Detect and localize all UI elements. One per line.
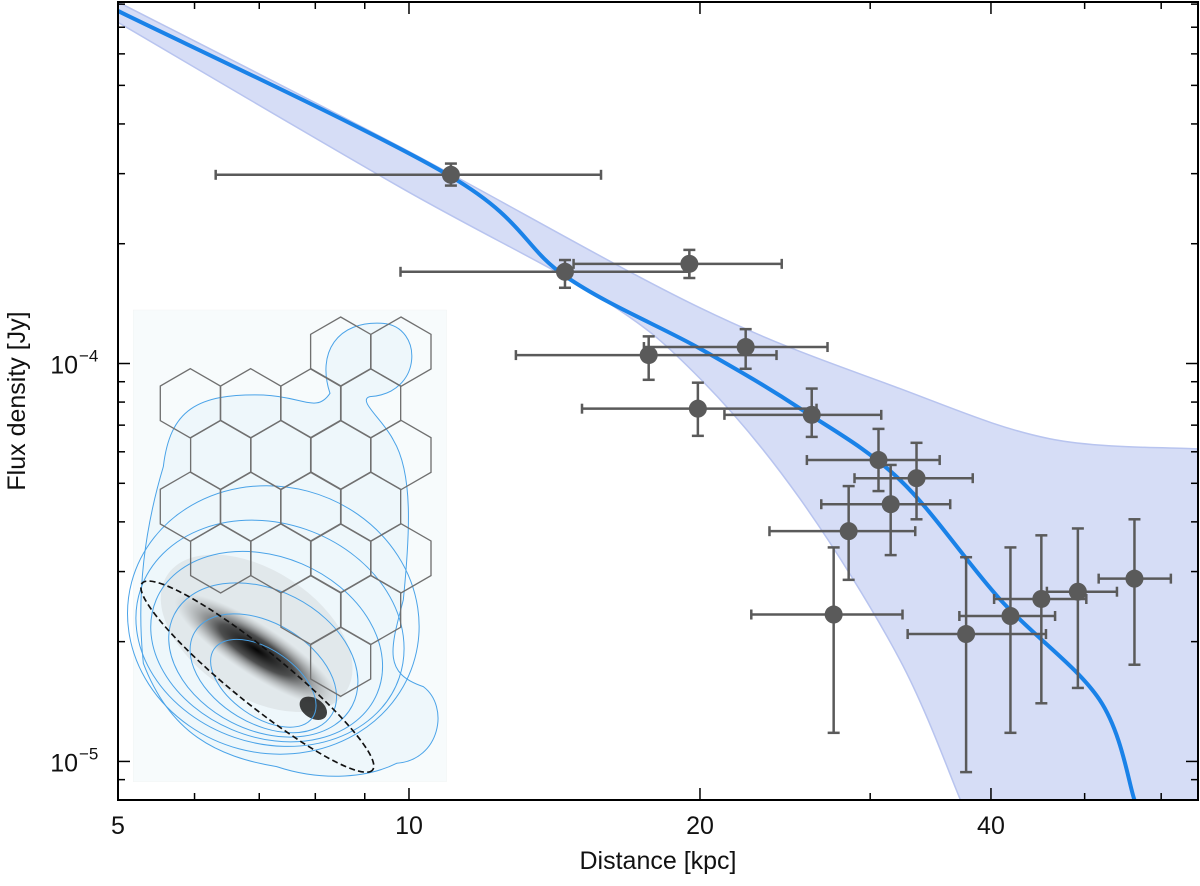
data-marker (1001, 606, 1020, 625)
plot-frame (117, 1, 1199, 801)
data-marker (907, 469, 926, 488)
galaxy-companion (299, 696, 328, 720)
data-point (750, 546, 904, 735)
band-lower-edge (118, 21, 962, 800)
uncertainty-band-layer (118, 2, 1198, 800)
data-point (768, 484, 917, 582)
x-tick-label: 20 (686, 812, 714, 840)
data-point (992, 534, 1088, 705)
axis-ticks (117, 2, 1198, 800)
x-axis-label: Distance [kpc] (579, 847, 736, 875)
contour-line (189, 613, 338, 734)
contour-line (150, 550, 384, 743)
data-point (214, 162, 603, 187)
data-point (853, 441, 974, 521)
dashed-ellipse (140, 580, 375, 774)
data-point (906, 555, 1048, 774)
hex-cell (309, 626, 372, 698)
data-marker (680, 254, 699, 273)
data-marker (1068, 582, 1087, 601)
data-point (642, 327, 829, 371)
data-marker (957, 625, 976, 644)
data-point (1097, 518, 1173, 666)
uncertainty-band (118, 2, 1198, 800)
data-point (820, 463, 952, 557)
y-tick-label-base: 10 (50, 352, 78, 380)
data-marker (441, 165, 460, 184)
data-point (514, 335, 778, 382)
y-axis-label: Flux density [Jy] (3, 311, 31, 490)
contour-line (168, 582, 359, 738)
contour-line (127, 485, 420, 755)
galaxy-inset (127, 309, 447, 782)
data-marker (869, 451, 888, 470)
model-curve-layer (118, 9, 1137, 800)
data-marker (555, 262, 574, 281)
data-marker (824, 605, 843, 624)
data-points-layer (214, 162, 1173, 774)
y-tick-label-base: 10 (50, 749, 78, 777)
contour-line (210, 638, 317, 728)
data-marker (639, 346, 658, 365)
data-point (958, 546, 1057, 735)
data-marker (881, 495, 900, 514)
data-marker (1125, 569, 1144, 588)
data-marker (736, 338, 755, 357)
y-tick-label-exponent: −4 (79, 347, 98, 366)
band-upper-edge (118, 2, 1198, 450)
inset-contour-fill (140, 323, 439, 777)
x-tick-label: 5 (111, 812, 125, 840)
data-marker (688, 399, 707, 418)
galaxy-disk (174, 593, 339, 707)
data-point (1045, 527, 1119, 690)
data-point (723, 387, 883, 439)
x-tick-label: 40 (977, 812, 1005, 840)
data-point (572, 248, 783, 280)
data-marker (839, 522, 858, 541)
model-curve (118, 9, 1137, 800)
y-tick-label-exponent: −5 (79, 744, 98, 763)
inset-group (127, 309, 447, 782)
y-tick-labels: 10−510−4 (50, 347, 98, 778)
x-tick-label: 10 (395, 812, 423, 840)
data-marker (802, 405, 821, 424)
data-point (580, 381, 818, 438)
x-tick-labels: 5 10 20 40 (111, 812, 1005, 840)
